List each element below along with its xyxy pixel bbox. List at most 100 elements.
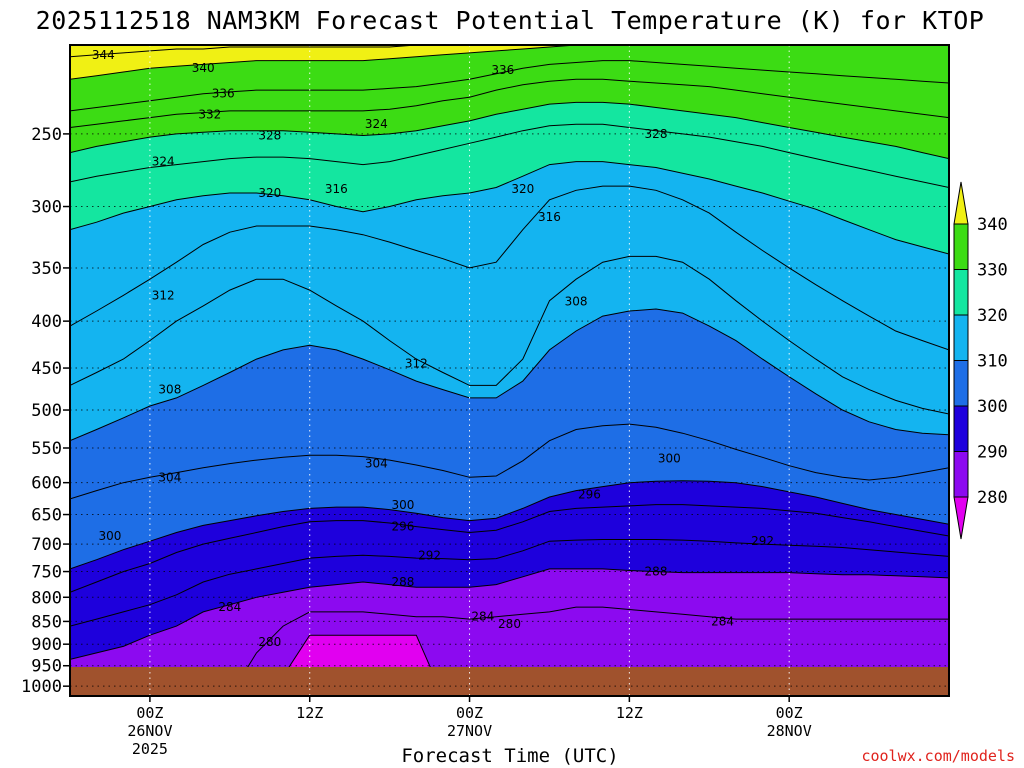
colorbar-label: 280 [977,488,1008,508]
contour-label: 288 [645,565,668,579]
contour-label: 344 [92,48,115,62]
contour-label: 292 [418,548,441,562]
y-tick-label: 400 [31,312,62,332]
y-tick-label: 950 [31,657,62,677]
contour-label: 336 [212,87,235,101]
y-tick-label: 350 [31,259,62,279]
theta-fill-layer [70,45,949,696]
colorbar-label: 310 [977,352,1008,372]
colorbar-segment [953,314,969,361]
contour-label: 304 [365,457,388,471]
y-tick-label: 250 [31,125,62,145]
y-tick-label: 600 [31,474,62,494]
contour-label: 284 [218,600,241,614]
contour-label: 324 [152,155,175,169]
colorbar-label: 340 [977,215,1008,235]
contour-label: 312 [405,357,428,371]
x-tick-label: 00Z [136,704,163,722]
y-axis-ticks: 250 300 350 400 450 500 550 600 650 700 750 800 850 9… [21,125,70,697]
contour-label: 296 [392,520,415,534]
x-tick-label: 12Z [616,704,643,722]
colorbar-segment [953,269,969,316]
y-tick-label: 1000 [21,677,62,697]
x-tick-label: 27NOV [447,722,492,740]
y-tick-label: 700 [31,535,62,555]
contour-label: 296 [578,487,601,501]
contour-308 [70,308,949,442]
x-tick-label: 26NOV [127,722,172,740]
contour-label: 280 [258,635,281,649]
contour-label: 340 [192,61,215,75]
contour-labels: 344 340 336 332 328 324 336 328 324 320 316 320 316 3… [92,48,774,649]
contour-300 [70,480,949,570]
contour-label: 300 [99,529,122,543]
colorbar-label: 320 [977,306,1008,326]
contour-label: 284 [711,614,734,628]
contour-label: 308 [565,295,588,309]
contour-label: 292 [751,534,774,548]
contour-label: 324 [365,117,388,131]
colorbar-label: 290 [977,443,1008,463]
contour-label: 308 [158,383,181,397]
colorbar-label: 300 [977,397,1008,417]
contour-316 [70,185,949,351]
contour-324 [70,123,949,188]
x-tick-label: 2025 [132,740,168,758]
contour-label: 300 [658,452,681,466]
ground-surface [70,667,949,696]
contour-label: 320 [258,186,281,200]
contour-label: 316 [538,210,561,224]
contour-332 [70,78,949,128]
contour-label: 284 [471,610,494,624]
y-tick-label: 300 [31,198,62,218]
colorbar-segment [953,360,969,407]
x-tick-label: 00Z [776,704,803,722]
contour-292 [70,539,949,627]
plot-frame [69,44,950,697]
contour-label: 300 [392,498,415,512]
contour-label: 328 [645,127,668,141]
contour-304 [70,423,949,500]
x-tick-label: 28NOV [767,722,812,740]
contour-label: 304 [158,470,181,484]
contour-label: 336 [491,63,514,77]
y-tick-label: 900 [31,635,62,655]
contour-340 [70,45,949,80]
colorbar-segment [953,405,969,452]
x-axis-label: Forecast Time (UTC) [401,745,618,767]
contour-label: 280 [498,617,521,631]
grid-lines [70,45,949,696]
contour-296 [70,504,949,593]
contour-lines [70,45,949,696]
y-tick-label: 550 [31,439,62,459]
contour-288 [70,568,949,660]
x-tick-label: 00Z [456,704,483,722]
y-tick-label: 650 [31,506,62,526]
y-tick-label: 850 [31,612,62,632]
contour-328 [70,101,949,160]
credit-link[interactable]: coolwx.com/models [861,747,1015,765]
contour-336 [70,60,949,112]
contour-312 [70,255,949,415]
colorbar: 280 290 300 310 320 330 340 [953,181,1008,540]
y-tick-label: 450 [31,359,62,379]
contour-284 [70,606,949,696]
y-tick-label: 750 [31,563,62,583]
colorbar-arrow-top [953,181,969,225]
y-tick-label: 500 [31,401,62,421]
colorbar-arrow-bottom [953,496,969,540]
x-tick-label: 12Z [296,704,323,722]
contour-label: 288 [392,575,415,589]
chart-title: 2025112518 NAM3KM Forecast Potential Tem… [36,6,985,35]
contour-label: 312 [152,288,175,302]
contour-label: 332 [198,107,221,121]
colorbar-segment [953,223,969,270]
contour-label: 316 [325,182,348,196]
contour-label: 320 [511,182,534,196]
contour-344 [70,45,949,58]
colorbar-segment [953,451,969,498]
colorbar-label: 330 [977,261,1008,281]
contour-label: 328 [258,128,281,142]
